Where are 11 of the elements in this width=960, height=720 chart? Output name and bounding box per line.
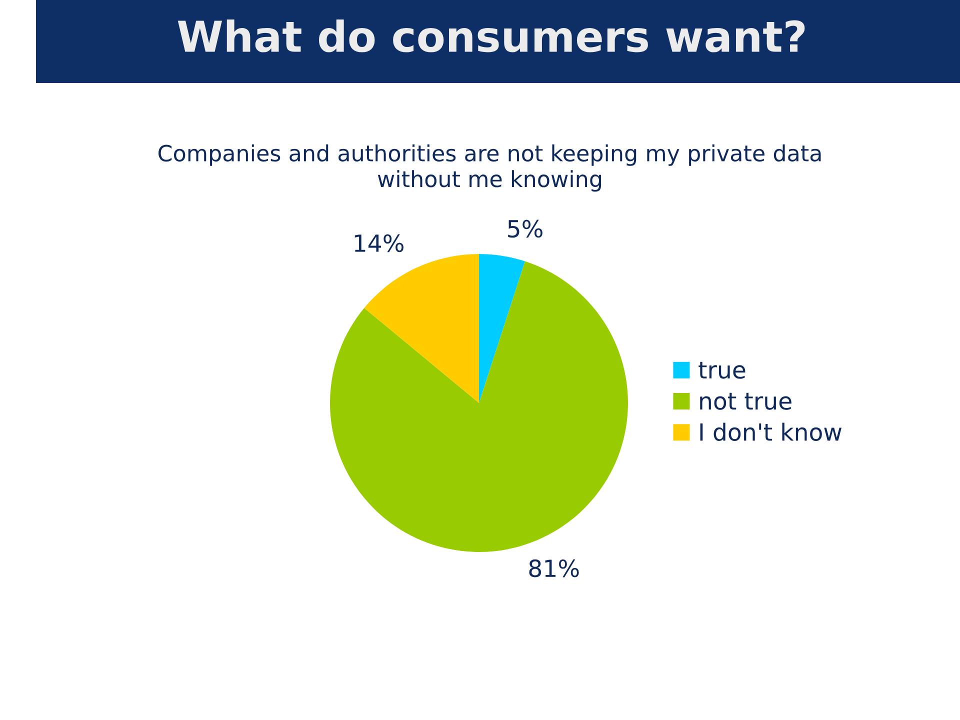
legend-label: I don't know [700,422,842,441]
legend-label: not true [700,392,792,410]
legend-label: true [698,362,746,379]
data-label: 81% [529,559,579,578]
pie-slice [330,261,628,552]
pie-slice [479,254,526,403]
chart-title: What do consumers want? [178,20,805,52]
chart-subtitle: Companies and authorities are not keeping my private data without me knowing [158,144,821,192]
pie-slice [364,254,479,403]
data-label: 5% [508,220,542,238]
data-label: 14% [354,234,404,252]
